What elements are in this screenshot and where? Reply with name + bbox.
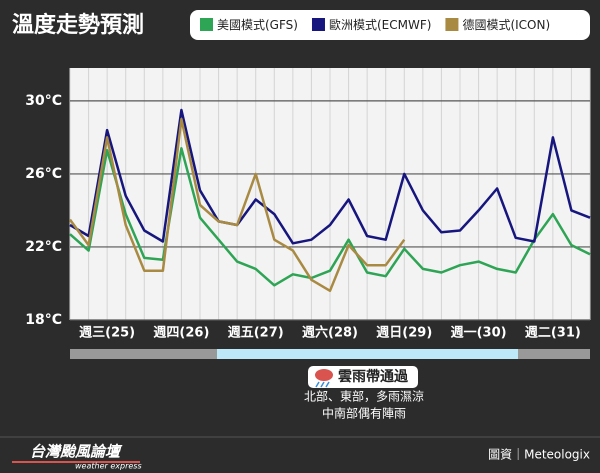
legend-swatch	[311, 18, 325, 31]
x-tick-label: 週六(28)	[302, 325, 358, 341]
y-tick-label: 30°C	[25, 93, 62, 109]
x-tick-label: 週四(26)	[153, 326, 209, 341]
rain-icon	[315, 369, 333, 388]
legend-swatch	[200, 18, 213, 31]
annotation-box	[308, 366, 418, 388]
legend-label: 美國模式(GFS)	[217, 18, 298, 32]
legend-swatch	[445, 18, 459, 31]
x-tick-label: 週一(30)	[451, 326, 507, 341]
brand-sub: weather express	[75, 462, 142, 471]
x-tick-label: 週日(29)	[376, 326, 432, 341]
legend-label: 歐洲模式(ECMWF)	[329, 17, 431, 32]
period-bar	[518, 349, 590, 359]
series-line	[69, 108, 591, 245]
annotation-text: 北部、東部，多雨濕涼	[304, 389, 424, 404]
x-tick-label: 週二(31)	[525, 326, 581, 341]
x-tick-label: 週五(27)	[228, 326, 284, 341]
annotation-title: 雲雨帶通過	[338, 368, 409, 385]
period-bar	[70, 349, 217, 359]
series-line	[68, 117, 406, 293]
legend-label: 德國模式(ICON)	[462, 17, 550, 32]
x-tick-label: 週三(25)	[79, 326, 135, 341]
brand: 台灣颱風論壇	[30, 443, 123, 461]
series-line	[69, 147, 591, 287]
y-tick-label: 18°C	[25, 312, 62, 328]
legend-box	[190, 10, 590, 40]
chart-title: 溫度走勢預測	[12, 12, 144, 38]
source: 圖資｜Meteologix	[488, 448, 590, 462]
y-tick-label: 22°C	[25, 239, 62, 255]
y-tick-label: 26°C	[25, 166, 62, 182]
period-bar-rain	[217, 349, 518, 359]
annotation-text: 中南部偶有陣雨	[322, 406, 406, 421]
